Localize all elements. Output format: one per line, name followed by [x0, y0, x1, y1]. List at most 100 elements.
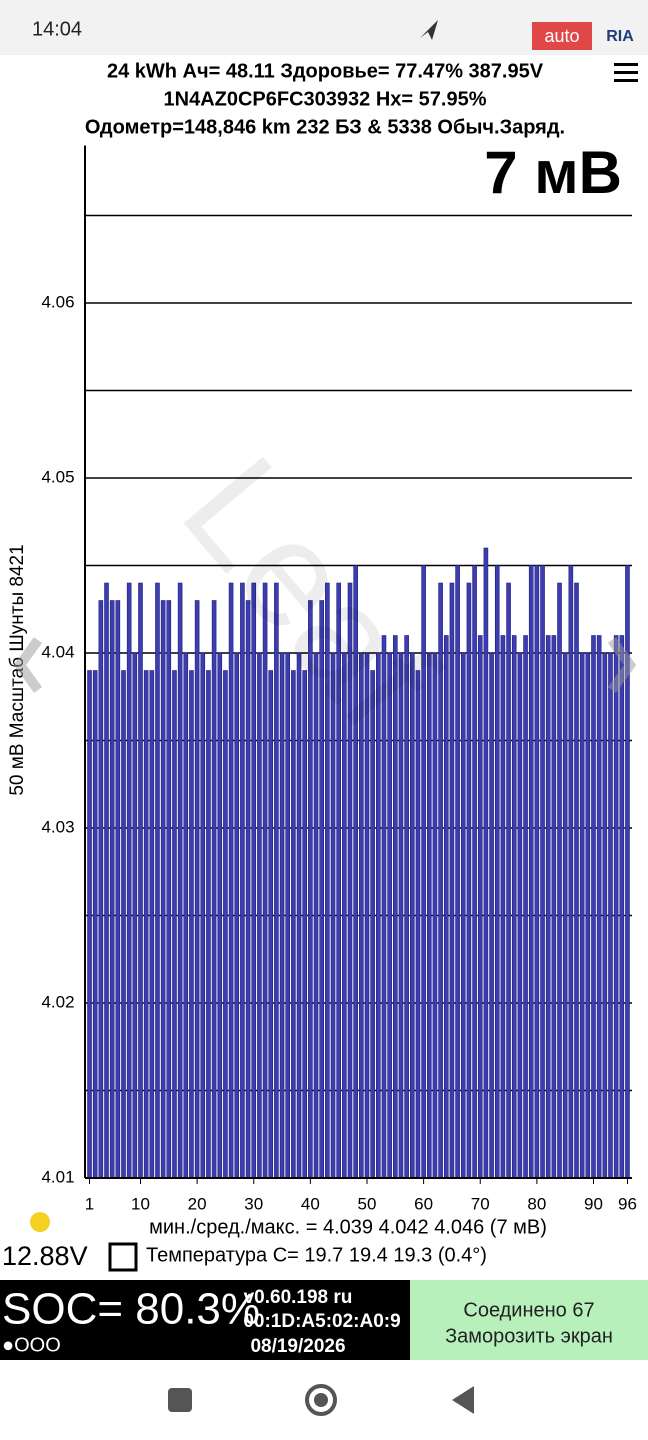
watermark-text: auto	[544, 26, 579, 46]
calendar-icon	[108, 1242, 138, 1272]
menu-bar	[614, 71, 638, 74]
bar	[223, 670, 228, 1179]
header-line: 24 kWh Ач= 48.11 Здоровье= 77.47% 387.95…	[107, 60, 544, 82]
bar	[189, 670, 194, 1179]
bar	[494, 565, 500, 1179]
back-button[interactable]	[452, 1386, 474, 1414]
home-dot	[314, 1393, 328, 1407]
bar	[574, 582, 579, 1179]
header-line: Одометр=148,846 km 232 БЗ & 5338 Обыч.За…	[85, 116, 565, 138]
bar	[200, 652, 206, 1179]
bar	[285, 652, 291, 1179]
bar	[585, 652, 591, 1179]
bar	[291, 670, 296, 1179]
bar	[172, 670, 177, 1179]
watermark-text: RIA	[606, 28, 634, 45]
bar	[206, 670, 211, 1179]
bar	[302, 670, 308, 1179]
next-arrow[interactable]	[607, 637, 637, 693]
freeze[interactable]: Замoрозить экран	[445, 1325, 613, 1347]
version: v0.60.198 ru	[244, 1287, 353, 1308]
bar	[551, 635, 557, 1179]
bar	[143, 670, 149, 1179]
y-tick-label: 4.01	[41, 1167, 74, 1186]
location-icon	[420, 20, 438, 40]
header-line: 1N4AZ0CP6FC303932 Hx= 57.95%	[164, 88, 487, 110]
bar	[596, 635, 602, 1179]
x-tick-label: 10	[131, 1194, 150, 1213]
menu-bar	[614, 63, 638, 66]
watermark-box	[532, 22, 592, 50]
menu-icon[interactable]	[614, 63, 638, 82]
bar	[557, 582, 562, 1179]
bar	[398, 652, 404, 1179]
bar	[155, 582, 160, 1179]
temperature: Температура С= 19.7 19.4 19.3 (0.4°)	[146, 1244, 487, 1266]
dots: ●OOO	[2, 1334, 61, 1356]
prev-arrow[interactable]	[13, 637, 43, 693]
y-tick-label: 4.05	[41, 467, 74, 486]
x-tick-label: 96	[618, 1194, 637, 1213]
spread-label: 7 мВ	[484, 139, 622, 206]
x-tick-label: 1	[85, 1194, 94, 1213]
bar	[387, 652, 392, 1179]
x-tick-label: 50	[358, 1194, 377, 1213]
bar	[472, 565, 477, 1179]
bar	[545, 635, 551, 1179]
y-tick-label: 4.04	[41, 642, 74, 661]
bar	[126, 582, 132, 1179]
bar	[370, 670, 375, 1179]
recents-button[interactable]	[168, 1388, 192, 1412]
bar	[115, 600, 121, 1179]
footer-left	[0, 1280, 410, 1360]
x-tick-label: 20	[188, 1194, 207, 1213]
bar	[426, 652, 432, 1179]
bar	[540, 565, 545, 1179]
bar	[393, 635, 398, 1179]
bar	[177, 582, 183, 1179]
bar	[517, 652, 523, 1179]
bar	[194, 600, 200, 1179]
x-tick-label: 70	[471, 1194, 490, 1213]
bar	[608, 652, 613, 1179]
bar	[511, 635, 517, 1179]
bar	[404, 635, 409, 1179]
bar	[257, 652, 262, 1179]
bar	[562, 652, 568, 1179]
bar	[489, 652, 494, 1179]
bar	[602, 652, 608, 1179]
bar	[415, 670, 421, 1179]
home-button[interactable]	[305, 1384, 337, 1416]
bar	[466, 582, 472, 1179]
bar	[591, 635, 596, 1179]
connect-button[interactable]	[410, 1280, 648, 1360]
bar	[409, 652, 415, 1179]
bar	[443, 635, 449, 1179]
soc: SOC= 80.3%	[2, 1285, 260, 1334]
bar	[523, 635, 528, 1179]
bar	[92, 670, 98, 1179]
bar	[234, 652, 240, 1179]
plot: 4.01 4.02 4.03 4.04 4.05 4.06 1 10 20 30 40 50 60 70 8…	[41, 145, 637, 1213]
bar	[121, 670, 126, 1179]
bulb-icon	[30, 1212, 50, 1232]
bar	[477, 635, 483, 1179]
bar	[506, 582, 511, 1179]
date: 08/19/2026	[250, 1336, 345, 1357]
bar	[98, 600, 104, 1179]
stats-line: мин./сред./макс. = 4.039 4.042 4.046 (7 …	[149, 1216, 547, 1238]
bar	[251, 582, 257, 1179]
bar	[500, 635, 506, 1179]
x-tick-label: 40	[301, 1194, 320, 1213]
bar	[534, 565, 540, 1179]
bar	[432, 652, 438, 1179]
bar	[613, 635, 619, 1179]
menu-bar	[614, 79, 638, 82]
x-tick-label: 80	[527, 1194, 546, 1213]
bar	[460, 652, 466, 1179]
x-tick-label: 30	[244, 1194, 263, 1213]
bar	[149, 670, 155, 1179]
bar	[568, 565, 574, 1179]
